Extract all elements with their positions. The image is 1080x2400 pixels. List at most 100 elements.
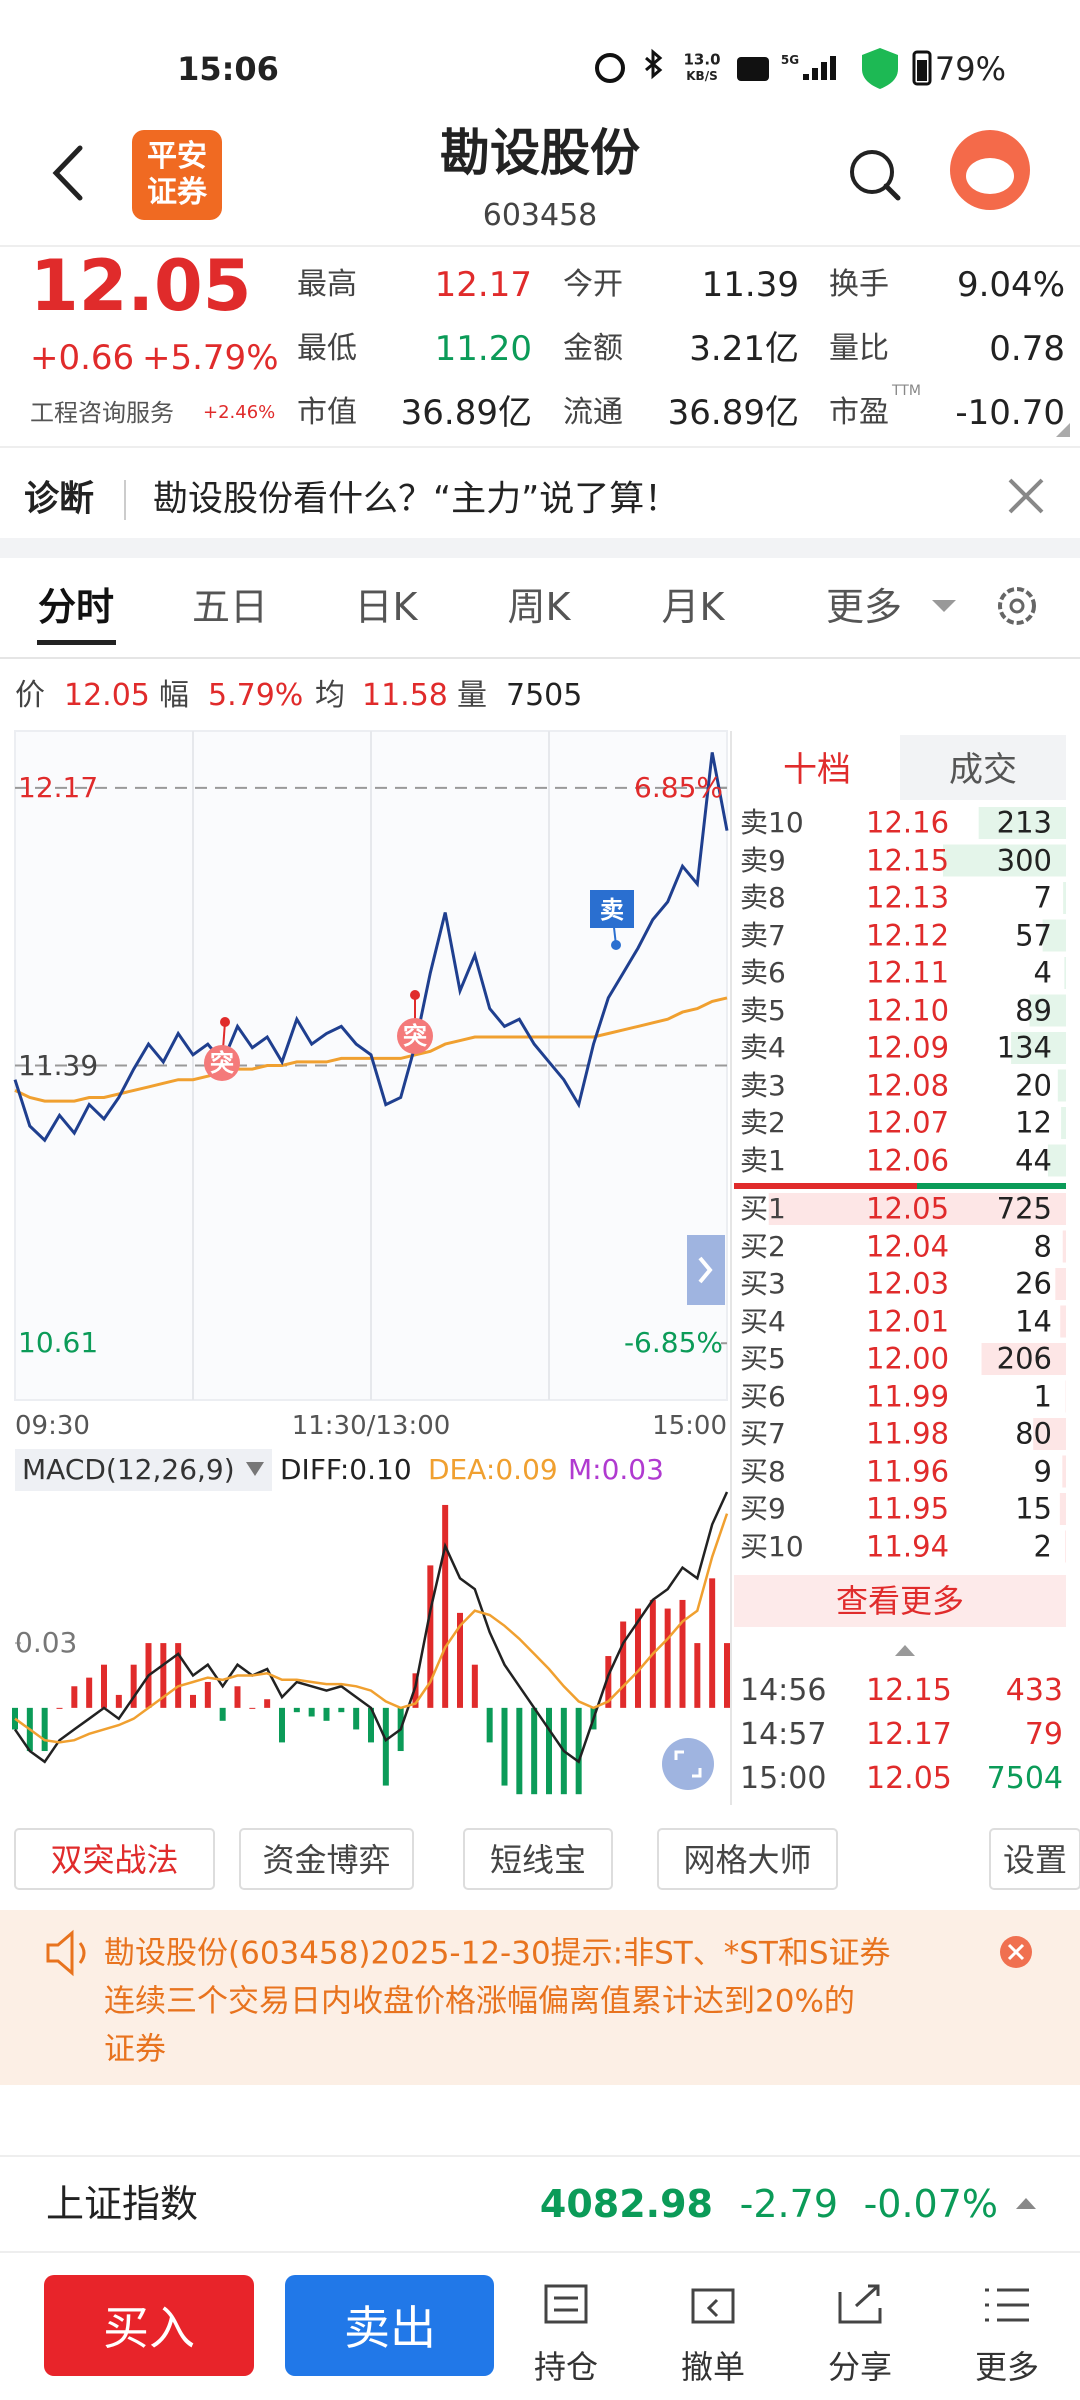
fullscreen-button[interactable] — [662, 1738, 714, 1790]
more-button[interactable] — [734, 1575, 1066, 1627]
stat-value: 36.89亿 — [667, 393, 799, 433]
macd-bar — [86, 1677, 93, 1708]
signal-dot — [220, 1017, 230, 1027]
volume-bar — [1033, 1418, 1066, 1450]
macd-bar — [249, 1707, 256, 1709]
more-label[interactable]: 查看更多 — [835, 1582, 965, 1620]
price-line — [13, 752, 729, 1143]
more-dropdown — [932, 600, 956, 612]
volume-bar — [1059, 1493, 1066, 1525]
volume-bar — [1064, 957, 1066, 989]
stat-sup: TTM — [892, 383, 921, 399]
diagnosis-label[interactable]: 诊断 — [24, 479, 95, 520]
book-volume: 20 — [1015, 1068, 1052, 1102]
trade-time: 14:57 — [740, 1717, 827, 1752]
chart-tab[interactable]: 五日 — [191, 585, 269, 629]
chart-tab[interactable]: 月K — [661, 585, 725, 629]
buy-label[interactable]: 买入 — [103, 2301, 195, 2355]
tool-label[interactable]: 网格大师 — [683, 1841, 812, 1879]
nav-icon[interactable] — [544, 2284, 588, 2324]
nav-label[interactable]: 分享 — [827, 2348, 893, 2386]
book-level: 卖3 — [740, 1068, 786, 1102]
stat-label: 金额 — [563, 331, 623, 366]
index-expand[interactable] — [1016, 2198, 1036, 2209]
book-level: 卖2 — [740, 1106, 786, 1139]
tool-label[interactable]: 资金博弈 — [262, 1841, 391, 1879]
macd-line — [14, 1513, 729, 1744]
nav-label[interactable]: 持仓 — [533, 2348, 599, 2386]
signal-label: 突 — [210, 1049, 234, 1077]
tool-button[interactable] — [989, 1828, 1080, 1890]
book-tab[interactable]: 十档 — [783, 750, 851, 790]
tool-button[interactable] — [463, 1828, 613, 1890]
signal-bar — [821, 62, 827, 80]
book-tab[interactable]: 成交 — [949, 750, 1017, 790]
book-volume: 12 — [1015, 1105, 1052, 1140]
alarm-icon — [595, 53, 625, 83]
macd-bar — [679, 1599, 686, 1708]
chart-tab[interactable]: 更多 — [825, 585, 903, 629]
macd-bar — [308, 1707, 315, 1717]
sell-button[interactable] — [285, 2275, 494, 2376]
diagnosis-text[interactable]: 勘设股份看什么？“主力”说了算！ — [153, 479, 680, 520]
macd-bar — [264, 1699, 271, 1708]
collapse-chevron — [698, 1256, 713, 1284]
clock: 15:06 — [177, 50, 279, 88]
tool-button[interactable] — [239, 1828, 414, 1890]
search-handle — [883, 183, 901, 201]
nav-icon[interactable] — [985, 2288, 1029, 2322]
tool-label[interactable]: 双突战法 — [50, 1841, 179, 1879]
back-button[interactable] — [52, 145, 83, 201]
info-value: 7505 — [506, 678, 583, 713]
stat-value: 3.21亿 — [689, 329, 799, 369]
broker-logo-text: 证券 — [147, 175, 207, 210]
tool-label[interactable]: 设置 — [1002, 1841, 1068, 1879]
book-volume: 725 — [996, 1191, 1052, 1226]
macd-bar — [501, 1707, 508, 1786]
search-button[interactable] — [850, 150, 894, 194]
tool-button[interactable] — [657, 1828, 838, 1890]
book-level: 买4 — [740, 1304, 786, 1338]
book-volume: 213 — [996, 805, 1052, 840]
book-volume: 1 — [1033, 1379, 1052, 1413]
sell-label[interactable]: 卖出 — [344, 2301, 436, 2355]
last-price: 12.05 — [30, 245, 252, 327]
nav-label[interactable]: 撤单 — [680, 2348, 746, 2386]
trade-time: 14:56 — [740, 1673, 827, 1708]
book-volume: 57 — [1015, 918, 1052, 952]
settings-button[interactable] — [998, 587, 1036, 625]
close-button[interactable] — [1008, 478, 1044, 514]
trade-price: 12.05 — [866, 1761, 952, 1796]
price-change: +0.66 — [30, 338, 135, 378]
macd-selector[interactable] — [15, 1449, 272, 1491]
book-level: 买7 — [740, 1417, 786, 1450]
collapse-button[interactable] — [687, 1235, 725, 1305]
price-change-pct: +5.79% — [142, 338, 279, 378]
broker-logo-text: 平安 — [147, 139, 207, 174]
book-volume: 80 — [1015, 1416, 1052, 1451]
book-price: 12.13 — [866, 880, 950, 915]
chart-tab[interactable]: 分时 — [37, 585, 115, 629]
y-tick-label: 10.61 — [18, 1326, 99, 1360]
book-level: 买2 — [740, 1229, 786, 1263]
buy-button[interactable] — [44, 2275, 254, 2376]
tool-button[interactable] — [14, 1828, 215, 1890]
book-level: 买1 — [740, 1192, 786, 1225]
book-price: 12.16 — [866, 805, 950, 840]
book-volume: 300 — [996, 843, 1052, 877]
nav-icon[interactable] — [838, 2284, 882, 2324]
signal-dot — [410, 990, 420, 1000]
book-level: 卖4 — [740, 1031, 786, 1064]
book-price: 12.10 — [866, 993, 950, 1027]
corner-mark — [1056, 423, 1070, 437]
volume-bar — [1062, 1230, 1066, 1263]
index-name[interactable]: 上证指数 — [46, 2182, 199, 2226]
nav-label[interactable]: 更多 — [974, 2348, 1040, 2386]
macd-bar — [709, 1578, 716, 1708]
tool-label[interactable]: 短线宝 — [489, 1841, 587, 1879]
chart-tab[interactable]: 周K — [507, 585, 571, 629]
net-unit: KB/S — [686, 69, 718, 83]
nav-icon[interactable] — [691, 2288, 735, 2324]
chart-tab[interactable]: 日K — [354, 585, 418, 629]
